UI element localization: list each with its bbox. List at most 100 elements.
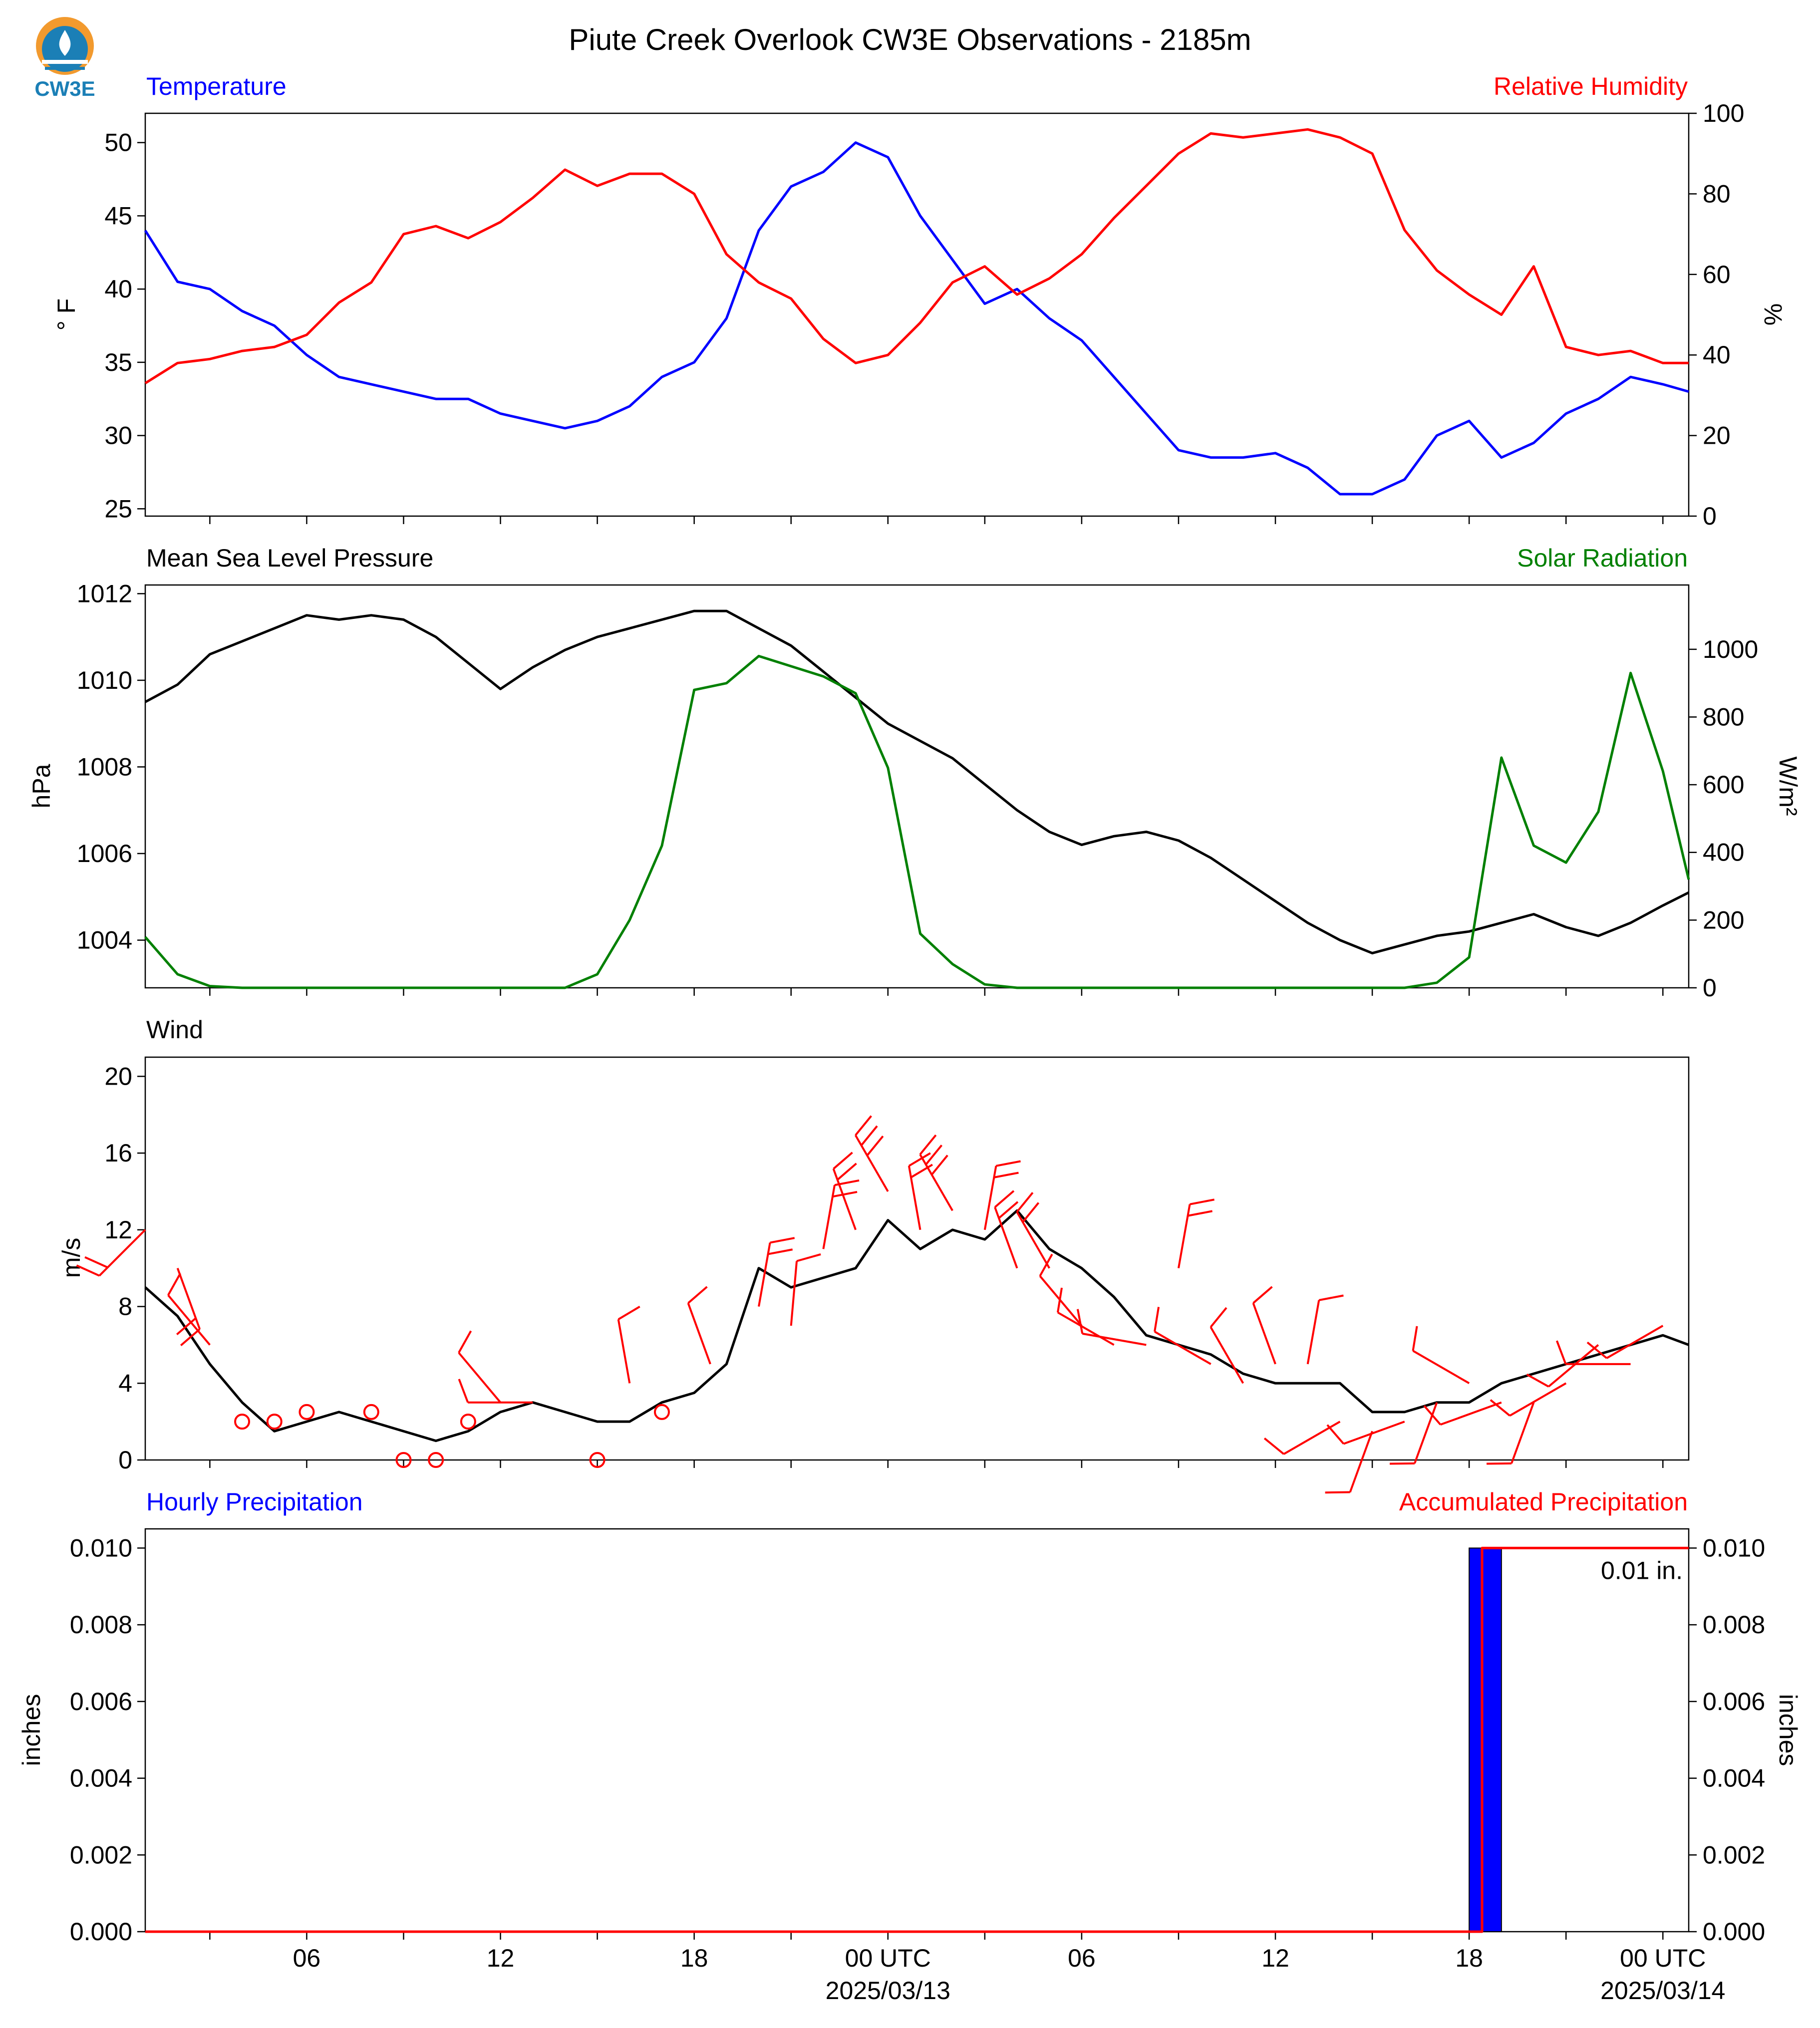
wind-barb-calm	[460, 1414, 476, 1430]
y-tick-label: 20	[104, 1062, 132, 1090]
y-right-tick-label: 0	[1703, 502, 1717, 530]
x-tick-label: 18	[680, 1944, 708, 1972]
y-right-tick-label: 0.002	[1703, 1841, 1765, 1869]
y-tick-label: 1006	[77, 840, 132, 868]
wind-barb-feather	[770, 1237, 795, 1244]
accumulated-precip-title: Accumulated Precipitation	[1399, 1488, 1688, 1516]
wind-barb-shaft	[687, 1303, 711, 1365]
wind-barb-feather	[176, 1317, 197, 1336]
solar-axis-label: W/m²	[1774, 756, 1802, 816]
wind-barb-shaft	[919, 1154, 953, 1211]
solar-title: Solar Radiation	[1517, 544, 1688, 572]
wind-barb-calm	[428, 1452, 444, 1468]
wind-barb-feather	[76, 1264, 100, 1277]
logo-text: CW3E	[34, 77, 95, 100]
wind-barb-feather	[1263, 1437, 1285, 1455]
y-right-tick-label: 800	[1703, 703, 1744, 731]
wind-barb-shaft	[822, 1184, 836, 1249]
y-right-tick-label: 0.006	[1703, 1688, 1765, 1716]
wind-barb-feather	[993, 1171, 1019, 1178]
wind-barb-calm	[653, 1404, 670, 1420]
wind-barb-shaft	[983, 1165, 997, 1230]
wind-barb-feather	[1412, 1326, 1418, 1351]
x-tick-label: 00 UTC	[1620, 1944, 1706, 1972]
wind-barb-feather	[925, 1145, 943, 1165]
wind-barb-feather	[855, 1115, 872, 1136]
wind-barb-calm	[266, 1414, 283, 1430]
x-tick-label: 12	[1261, 1944, 1289, 1972]
wind-barb-feather	[1016, 1192, 1034, 1213]
wind-barb-shaft	[994, 1206, 1018, 1269]
wind-barb-shaft	[1082, 1332, 1147, 1346]
y-tick-label: 1012	[77, 579, 132, 607]
wind-barb-feather	[458, 1379, 469, 1403]
wind-barb-feather	[1526, 1373, 1549, 1388]
wind-barb-feather	[1325, 1491, 1350, 1494]
wind-barb-feather	[458, 1330, 472, 1354]
wind-barb-calm	[234, 1414, 251, 1430]
y-right-tick-label: 400	[1703, 839, 1744, 867]
y-right-tick-label: 200	[1703, 906, 1744, 934]
mean-sea-level-pressure-line	[144, 609, 1690, 955]
wind-barb-shaft	[1548, 1344, 1599, 1388]
wind-barb-feather	[180, 1328, 201, 1347]
precip-axis-label: inches	[17, 1694, 45, 1766]
accumulated-precip-axis-label: inches	[1774, 1694, 1802, 1766]
y-tick-label: 16	[104, 1139, 132, 1167]
wind-barb-feather	[837, 1162, 857, 1181]
y-tick-label: 8	[118, 1293, 132, 1321]
wind-barb-feather	[832, 1190, 858, 1198]
wind-barb-shaft	[167, 1294, 211, 1346]
y-right-tick-label: 20	[1703, 422, 1731, 450]
humidity-axis-label: %	[1759, 303, 1787, 325]
wind-barb-feather	[1188, 1210, 1213, 1217]
y-tick-label: 50	[104, 129, 132, 157]
relative-humidity-line	[144, 128, 1689, 384]
wind-barb-shaft	[617, 1319, 631, 1384]
wind-barb-calm	[299, 1404, 315, 1420]
y-right-tick-label: 0	[1703, 974, 1717, 1002]
wind-barb-feather	[931, 1155, 948, 1175]
x-tick-label: 06	[1068, 1944, 1096, 1972]
y-right-tick-label: 600	[1703, 771, 1744, 799]
y-right-tick-label: 100	[1703, 99, 1744, 127]
y-tick-label: 30	[104, 422, 132, 450]
humidity-title: Relative Humidity	[1494, 72, 1688, 100]
wind-barb-shaft	[1509, 1382, 1567, 1417]
wind-barb-feather	[908, 1152, 931, 1167]
accumulated-precipitation-line	[145, 1546, 1689, 1933]
wind-barb-feather	[768, 1248, 793, 1255]
wind-barb-shaft	[1177, 1204, 1191, 1269]
x-tick-label: 06	[293, 1944, 321, 1972]
wind-barb-feather	[1022, 1202, 1040, 1223]
wind-barb-shaft	[1154, 1331, 1212, 1365]
wind-barb-feather	[1076, 1309, 1084, 1334]
wind-barb-shaft	[1039, 1275, 1083, 1327]
y-tick-label: 4	[118, 1369, 132, 1397]
pressure-title: Mean Sea Level Pressure	[146, 544, 433, 572]
wind-barb-calm	[589, 1452, 606, 1468]
y-tick-label: 0.004	[70, 1764, 132, 1792]
wind-barb-feather	[1490, 1399, 1511, 1417]
y-tick-label: 0.000	[70, 1918, 132, 1946]
precipitation-panel: Hourly Precipitation Accumulated Precipi…	[17, 1488, 1802, 1933]
x-tick-label: 00 UTC	[845, 1944, 931, 1972]
pressure-solar-panel: Mean Sea Level Pressure Solar Radiation …	[27, 544, 1802, 989]
wind-barb-feather	[833, 1152, 853, 1170]
pressure-axis-label: hPa	[27, 764, 55, 808]
wind-barb-shaft	[1016, 1211, 1050, 1269]
wind-barb-shaft	[1306, 1300, 1320, 1365]
y-tick-label: 12	[104, 1216, 132, 1244]
wind-barb-shaft	[1412, 1350, 1470, 1385]
wind-barb-feather	[84, 1256, 108, 1269]
hourly-precip-title: Hourly Precipitation	[146, 1488, 363, 1516]
wind-barb-feather	[1423, 1405, 1442, 1426]
wind-barb-feather	[996, 1160, 1021, 1167]
y-tick-label: 1004	[77, 926, 132, 954]
wind-barb-shaft	[1057, 1311, 1115, 1346]
wind-barb-feather	[998, 1201, 1019, 1219]
x-date-label: 2025/03/14	[1600, 1977, 1725, 2005]
wind-barb-feather	[796, 1253, 821, 1262]
wind-barb-feather	[866, 1135, 884, 1157]
